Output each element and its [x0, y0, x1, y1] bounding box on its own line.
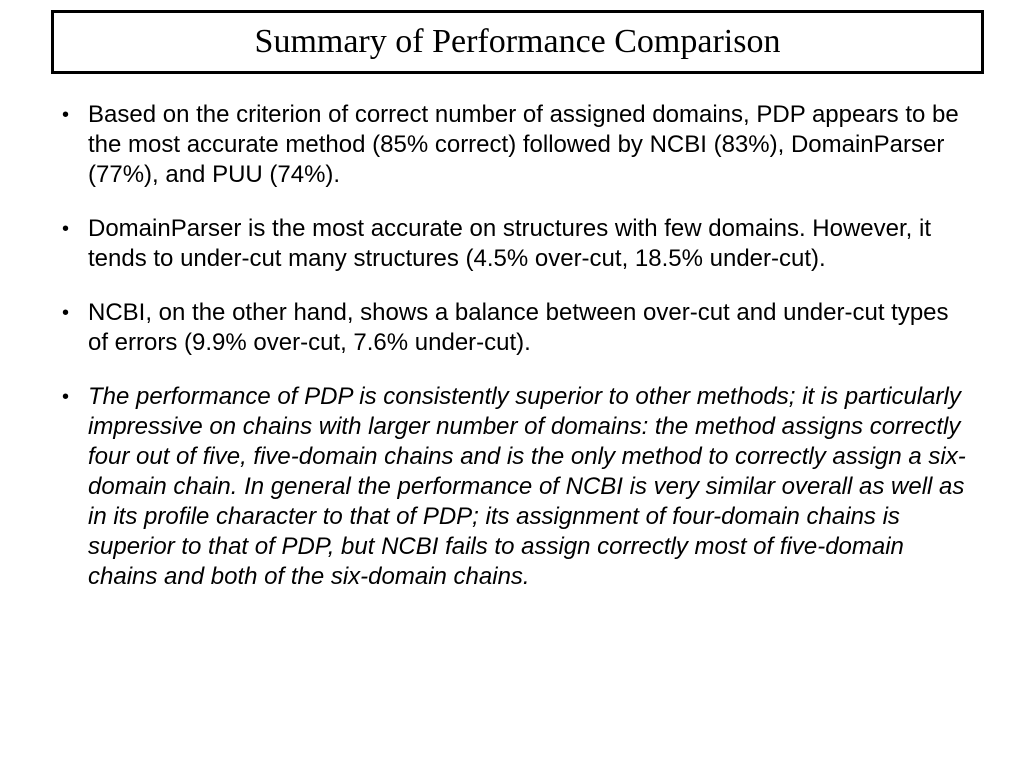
bullet-text: NCBI, on the other hand, shows a balance… — [88, 299, 949, 356]
bullet-list: • Based on the criterion of correct numb… — [62, 100, 967, 616]
bullet-marker: • — [62, 302, 70, 324]
bullet-item: • NCBI, on the other hand, shows a balan… — [62, 298, 967, 358]
bullet-marker: • — [62, 104, 70, 126]
bullet-item: • The performance of PDP is consistently… — [62, 382, 967, 592]
bullet-item: • DomainParser is the most accurate on s… — [62, 214, 967, 274]
bullet-marker: • — [62, 218, 70, 240]
bullet-text: DomainParser is the most accurate on str… — [88, 215, 931, 272]
slide-title: Summary of Performance Comparison — [254, 23, 781, 60]
bullet-text: Based on the criterion of correct number… — [88, 101, 959, 188]
bullet-marker: • — [62, 386, 70, 408]
bullet-item: • Based on the criterion of correct numb… — [62, 100, 967, 190]
bullet-text: The performance of PDP is consistently s… — [88, 383, 966, 590]
title-box: Summary of Performance Comparison — [51, 10, 984, 74]
